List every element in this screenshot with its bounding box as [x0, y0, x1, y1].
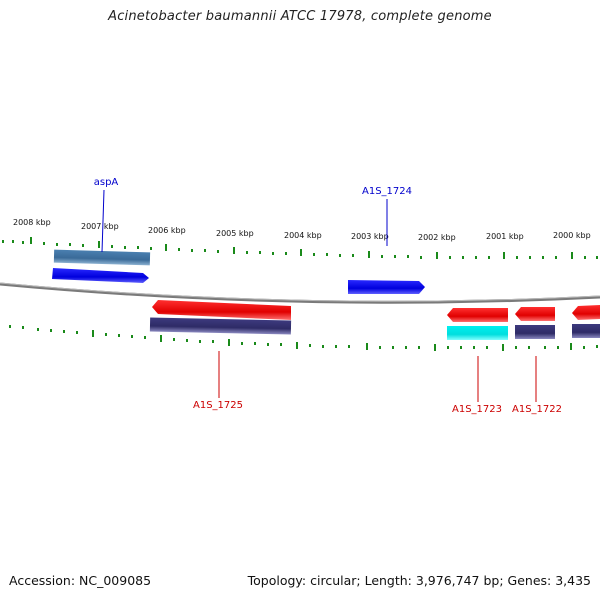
ruler-label: 2008 kbp: [13, 218, 51, 227]
cds-feature-aspA[interactable]: [52, 268, 149, 283]
accession-text: Accession: NC_009085: [9, 573, 152, 588]
ruler-label: 2007 kbp: [81, 222, 119, 231]
cds-feature-A1S_1722[interactable]: [515, 307, 555, 321]
genome-backbone: [0, 282, 600, 304]
cds-feature-A1S_1725[interactable]: [152, 300, 291, 320]
gene-label-A1S_1722[interactable]: A1S_1722: [512, 404, 562, 415]
gene-label-A1S_1724[interactable]: A1S_1724: [362, 186, 412, 197]
gene-label-A1S_1725[interactable]: A1S_1725: [193, 400, 243, 411]
ruler-label: 2004 kbp: [284, 231, 322, 240]
ruler-label: 2000 kbp: [553, 231, 591, 240]
gene-feature-partial[interactable]: [572, 324, 600, 338]
reverse-features: [149, 300, 600, 340]
cds-feature-A1S_1724[interactable]: [348, 280, 425, 294]
gene-feature-aspA[interactable]: [53, 249, 151, 266]
gene-label-A1S_1723[interactable]: A1S_1723: [452, 404, 502, 415]
ruler-labels: 2008 kbp 2007 kbp 2006 kbp 2005 kbp 2004…: [13, 218, 591, 242]
rna-feature-A1S_1723[interactable]: [447, 326, 508, 340]
map-title: Acinetobacter baumannii ATCC 17978, comp…: [108, 9, 492, 24]
ruler-label: 2001 kbp: [486, 232, 524, 241]
upper-ruler: [2, 237, 598, 259]
gene-labels: aspA A1S_1724 A1S_1725 A1S_1723 A1S_1722: [94, 177, 562, 415]
cds-feature-A1S_1723[interactable]: [447, 308, 508, 322]
gene-label-aspA[interactable]: aspA: [94, 177, 119, 188]
cds-feature-partial[interactable]: [572, 305, 600, 320]
ruler-label: 2005 kbp: [216, 229, 254, 238]
ruler-label: 2002 kbp: [418, 233, 456, 242]
ruler-label: 2003 kbp: [351, 232, 389, 241]
label-leaders: [101, 189, 537, 402]
gene-feature-A1S_1725[interactable]: [149, 317, 292, 335]
ruler-label: 2006 kbp: [148, 226, 186, 235]
lower-ruler: [9, 325, 598, 351]
genome-summary-text: Topology: circular; Length: 3,976,747 bp…: [247, 573, 591, 588]
forward-features: [52, 249, 425, 294]
gene-feature-A1S_1722[interactable]: [515, 325, 555, 339]
